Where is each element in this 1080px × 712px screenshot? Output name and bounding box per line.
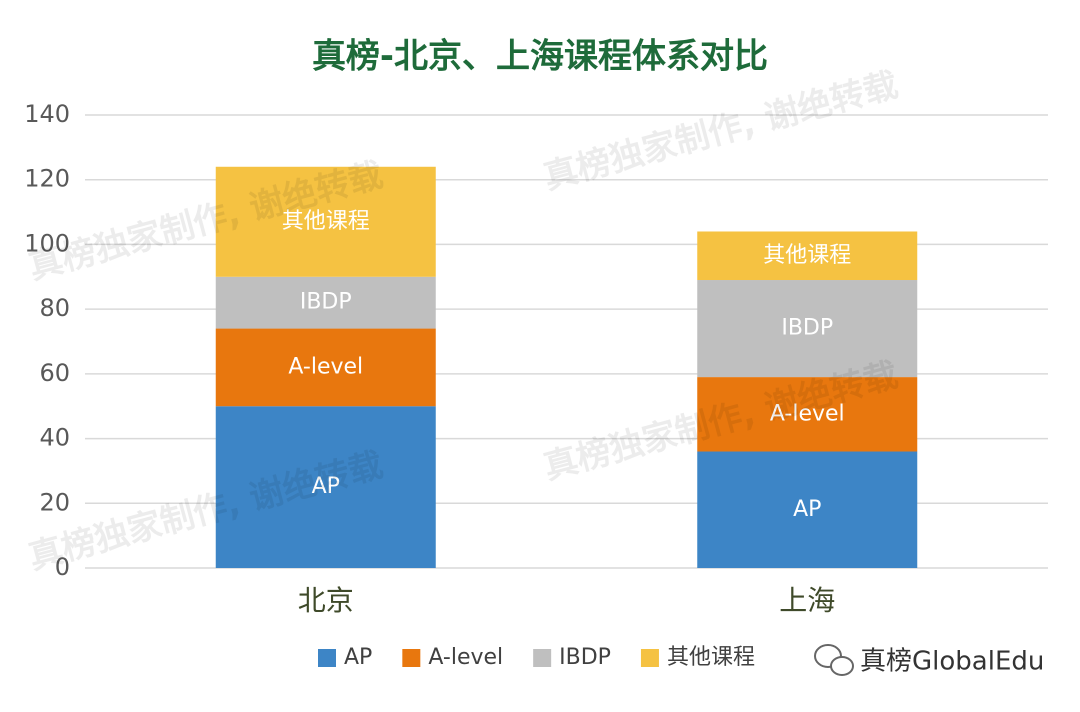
legend-swatch <box>318 649 336 667</box>
plot-area: 020406080100120140北京APA-levelIBDP其他课程上海A… <box>24 100 1048 670</box>
y-tick-label: 100 <box>24 229 70 257</box>
bar-segment <box>215 406 436 568</box>
chart-title: 真榜-北京、上海课程体系对比 <box>312 37 768 77</box>
legend-label: 其他课程 <box>667 645 755 670</box>
segment-label: 其他课程 <box>763 243 851 268</box>
segment-label: IBDP <box>781 316 833 341</box>
brand: 真榜GlobalEdu <box>814 644 1044 677</box>
legend-swatch <box>533 649 552 667</box>
segment-label: AP <box>793 497 821 522</box>
y-tick-label: 140 <box>24 100 70 128</box>
legend-label: A-level <box>428 645 503 670</box>
y-tick-label: 80 <box>39 294 70 322</box>
bar-segment <box>697 231 918 281</box>
segment-label: IBDP <box>300 290 352 315</box>
y-tick-label: 120 <box>24 165 70 193</box>
legend-label: AP <box>344 645 372 670</box>
bar-segment <box>697 280 918 378</box>
x-tick-label: 上海 <box>779 584 835 617</box>
y-tick-label: 0 <box>55 553 70 581</box>
legend-label: IBDP <box>559 645 611 670</box>
brand-icon <box>814 644 842 668</box>
segment-label: A-level <box>288 354 363 379</box>
segment-label: AP <box>312 474 340 499</box>
segment-label: A-level <box>770 401 845 426</box>
y-tick-label: 40 <box>39 424 70 452</box>
x-tick-label: 北京 <box>298 584 354 617</box>
y-tick-label: 60 <box>39 359 70 387</box>
bar-segment <box>215 276 436 329</box>
segment-label: 其他课程 <box>282 209 370 234</box>
bar-segment <box>697 451 918 568</box>
brand-icon <box>830 656 854 676</box>
brand-text: 真榜GlobalEdu <box>860 647 1044 677</box>
bar-segment <box>215 166 436 277</box>
bar-segment <box>215 328 436 407</box>
legend-swatch <box>640 649 659 667</box>
legend-swatch <box>402 649 421 667</box>
y-tick-label: 20 <box>39 488 70 516</box>
bar-segment <box>697 377 918 452</box>
